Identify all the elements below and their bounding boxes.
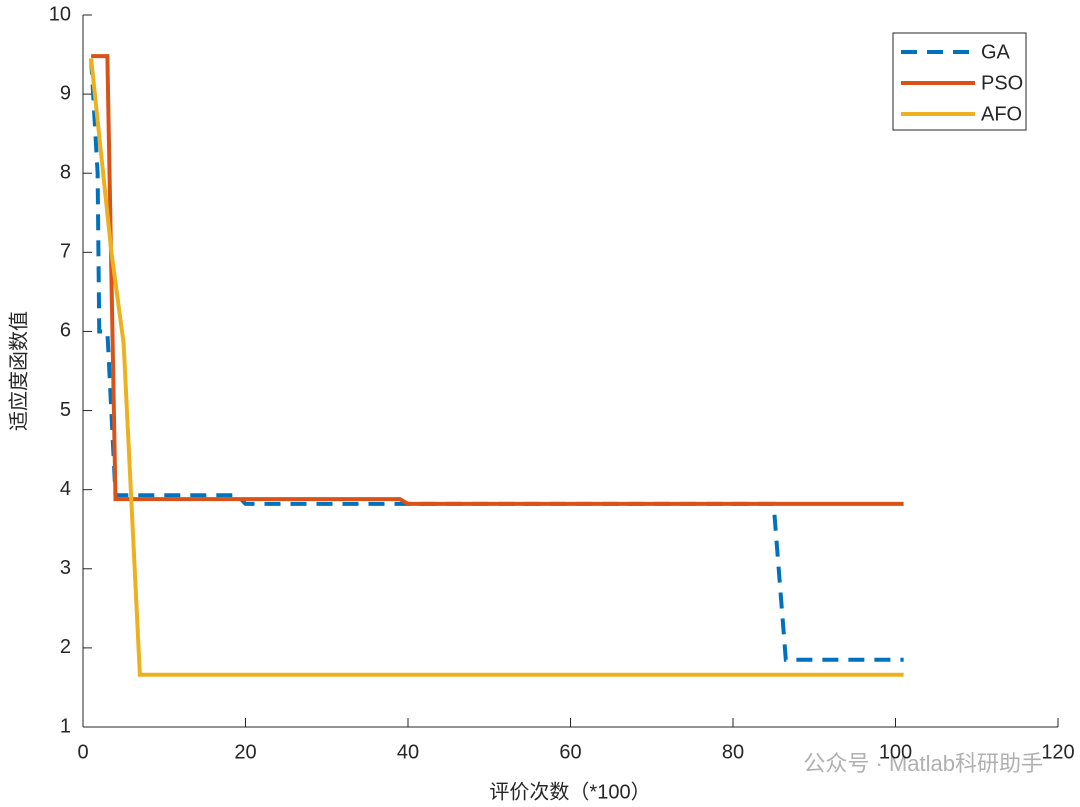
series-line xyxy=(89,58,904,677)
x-axis-label: 评价次数（*100） xyxy=(489,780,650,803)
y-tick-label: 2 xyxy=(60,636,71,658)
legend-label: AFO xyxy=(981,103,1022,125)
x-tick-label: 20 xyxy=(234,741,256,763)
y-tick-label: 5 xyxy=(60,399,71,421)
x-tick-label: 120 xyxy=(1041,741,1074,763)
x-tick-label: 100 xyxy=(879,741,912,763)
y-tick-label: 3 xyxy=(60,557,71,579)
legend-label: GA xyxy=(981,41,1011,63)
y-axis-label: 适应度函数值 xyxy=(7,311,30,431)
watermark: 公众号 · Matlab科研助手 xyxy=(803,751,1043,776)
y-tick-label: 10 xyxy=(49,3,71,25)
series-line xyxy=(91,54,904,506)
y-tick-label: 7 xyxy=(60,241,71,263)
x-tick-label: 40 xyxy=(397,741,419,763)
y-tick-label: 4 xyxy=(60,478,71,500)
x-tick-label: 0 xyxy=(77,741,88,763)
x-tick-label: 80 xyxy=(722,741,744,763)
y-tick-label: 6 xyxy=(60,320,71,342)
y-tick-label: 1 xyxy=(60,715,71,737)
x-tick-label: 60 xyxy=(559,741,581,763)
y-tick-label: 9 xyxy=(60,82,71,104)
legend-label: PSO xyxy=(981,72,1023,94)
series-line xyxy=(89,58,904,662)
y-tick-label: 8 xyxy=(60,162,71,184)
